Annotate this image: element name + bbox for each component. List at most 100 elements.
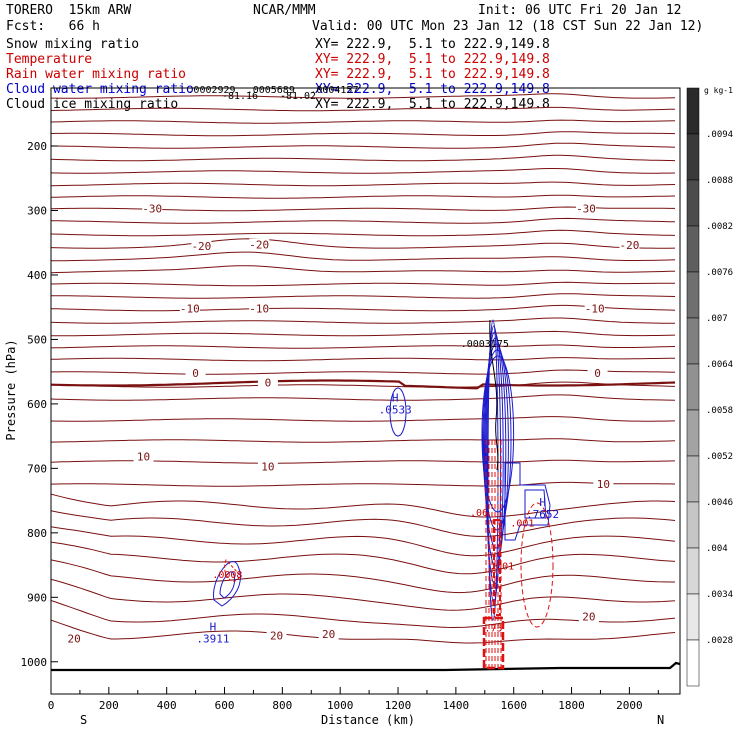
rain-water-contour	[520, 502, 554, 628]
temperature-contour	[51, 281, 675, 287]
x-axis-title: Distance (km)	[321, 713, 415, 727]
temperature-label-bg	[142, 202, 163, 215]
temperature-contour	[51, 238, 676, 249]
legend-snow-xy: XY= 222.9, 5.1 to 222.9,149.8	[315, 37, 550, 52]
x-tick-label: 2000	[616, 699, 643, 712]
field-max-value: .001	[490, 562, 514, 573]
field-max-value: .0008	[212, 570, 242, 581]
rain-water-contour	[493, 519, 501, 616]
rain-water-contour	[224, 559, 241, 582]
endpoint-south: S	[80, 713, 87, 727]
y-tick-label: 200	[27, 140, 47, 153]
cloud-water-contour	[504, 462, 551, 541]
y-tick-label: 800	[27, 527, 47, 540]
y-tick-label: 1000	[21, 656, 48, 669]
colorbar-swatch	[686, 547, 700, 595]
field-max-value: .06	[470, 508, 488, 519]
colorbar-swatch	[686, 455, 700, 503]
temperature-contour	[51, 541, 676, 575]
temperature-label-bg	[179, 302, 200, 315]
temperature-label: 10	[261, 460, 274, 473]
temperature-label-bg	[587, 366, 608, 379]
temperature-label-bg	[191, 239, 212, 252]
cloud-water-max-marker: H	[392, 392, 399, 405]
y-tick-label: 700	[27, 462, 47, 475]
x-tick-label: 1200	[385, 699, 412, 712]
legend-cloudwater-xy: XY= 222.9, 5.1 to 222.9,149.8	[315, 82, 550, 97]
temperature-label: -10	[585, 302, 605, 315]
colorbar-tick-label: .0058	[706, 406, 733, 416]
legend-temp-label: Temperature	[6, 52, 93, 67]
temperature-label-bg	[266, 629, 287, 642]
colorbar-unit: g kg-1	[704, 86, 733, 95]
legend-rain-label: Rain water mixing ratio	[6, 67, 187, 82]
cloud-water-contour	[482, 349, 512, 531]
cloud-water-max-marker: H	[210, 620, 217, 633]
colorbar-swatch	[686, 179, 700, 227]
cloud-water-contour	[483, 343, 509, 549]
axes-layer: 0 200 400 600 800 1000 1200 1400 1600 1800 2000200…	[4, 87, 681, 727]
contour-layer	[51, 93, 680, 672]
label-layer: -30 -30 -20 -20 -20 -10 -10 -10 0 0 0 10 10 10 20 20 20 2…	[64, 85, 640, 645]
plot-frame	[50, 87, 681, 695]
y-tick-label: 300	[27, 204, 47, 217]
annotation-value: -81.16	[222, 91, 258, 102]
temperature-contour	[51, 93, 676, 99]
colorbar-tick-label: .0052	[706, 452, 733, 462]
temperature-contour	[51, 619, 676, 644]
cloud-water-max-value: .7652	[526, 508, 559, 521]
colorbar: g kg-1 .0094 .0088 .0082 .0076 .007 .0064 .0058…	[686, 86, 733, 687]
temperature-label: -20	[619, 239, 639, 252]
temperature-label: 20	[270, 629, 283, 642]
temperature-label-bg	[185, 366, 206, 379]
temperature-contour	[51, 265, 676, 274]
temperature-label: -10	[249, 302, 269, 315]
temperature-contour	[51, 493, 676, 518]
temperature-contour	[51, 142, 676, 149]
temperature-contour	[51, 131, 676, 137]
cloud-water-contour	[219, 571, 236, 599]
endpoint-north: N	[657, 713, 664, 727]
y-tick-label: 600	[27, 398, 47, 411]
temperature-label-bg	[318, 627, 339, 640]
x-tick-label: 600	[215, 699, 235, 712]
x-tick-label: 0	[48, 699, 55, 712]
legend-cloudwater-label: Cloud water mixing ratio	[6, 82, 194, 97]
colorbar-tick-label: .004	[706, 544, 728, 554]
cloud-water-contour	[389, 387, 407, 437]
colorbar-tick-label: .0046	[706, 498, 733, 508]
temperature-label: 0	[265, 377, 272, 390]
temperature-label-bg	[249, 302, 270, 315]
temperature-label: -20	[191, 240, 211, 253]
temperature-label-bg	[257, 376, 278, 389]
temperature-label: 10	[597, 478, 610, 491]
temperature-contour	[51, 293, 676, 299]
terrain-line	[51, 661, 680, 672]
temperature-label-bg	[133, 450, 154, 463]
temperature-label: -30	[142, 202, 162, 215]
colorbar-swatch	[686, 225, 700, 273]
colorbar-tick-label: .0028	[706, 636, 733, 646]
field-max-value: .001	[510, 518, 534, 529]
temperature-label: 0	[192, 367, 199, 380]
colorbar-swatch	[686, 271, 700, 319]
colorbar-swatch	[686, 87, 700, 135]
colorbar-swatch	[686, 501, 700, 549]
temperature-contour	[51, 119, 676, 124]
field-max-value: .0004157	[310, 85, 358, 96]
cloud-water-contour	[487, 319, 499, 621]
temperature-contour	[51, 578, 676, 611]
freezing-level-contour	[51, 379, 676, 390]
rain-water-contour	[482, 616, 505, 670]
temperature-contour	[51, 317, 675, 324]
temperature-contour	[51, 526, 676, 557]
x-tick-label: 1600	[500, 699, 527, 712]
field-max-value: .0002929	[187, 85, 235, 96]
y-tick-label: 900	[27, 591, 47, 604]
legend-snow-label: Snow mixing ratio	[6, 37, 140, 52]
colorbar-swatch	[686, 133, 700, 181]
cloud-water-contour	[213, 561, 241, 607]
temperature-contour	[51, 217, 676, 224]
temperature-contour	[51, 381, 676, 388]
cloud-water-max-value: .3911	[196, 632, 229, 645]
